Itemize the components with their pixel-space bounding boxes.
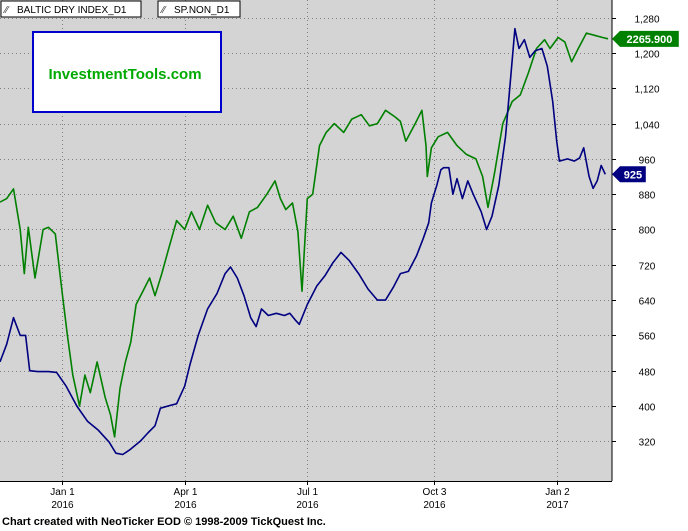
legend-label-baltic: BALTIC DRY INDEX_D1	[17, 5, 127, 16]
series-lines	[0, 27, 609, 456]
x-tick-label: Jan 1	[50, 487, 75, 498]
y-tick-label: 640	[639, 297, 656, 308]
x-tick-year-label: 2016	[296, 500, 319, 511]
last-value-badge: 2265.900	[612, 30, 679, 47]
y-axis: 320 400 480 560 640 720 800 880 960 1,040 1,120 1,2…	[612, 15, 660, 449]
x-tick-year-label: 2016	[51, 500, 74, 511]
y-tick-label: 720	[639, 262, 656, 273]
x-tick-year-label: 2016	[423, 500, 446, 511]
legend-item-sp[interactable]: ⁄⁄ SP.NON_D1	[157, 0, 241, 18]
x-tick-year-label: 2016	[174, 500, 197, 511]
y-tick-label: 480	[639, 368, 656, 379]
legend-label-sp: SP.NON_D1	[174, 5, 230, 16]
y-tick-label: 400	[639, 403, 656, 414]
y-tick-label: 800	[639, 226, 656, 237]
y-tick-label: 960	[639, 156, 656, 167]
last-value-badges: 2265.900 925	[612, 30, 679, 183]
logo-text: InvestmentTools.com	[48, 66, 201, 83]
badge-shape	[612, 30, 679, 47]
legend: ⁄⁄ BALTIC DRY INDEX_D1 ⁄⁄ SP.NON_D1	[0, 0, 241, 18]
x-axis: Jan 1 2016 Apr 1 2016 Jul 1 2016 Oct 3 2016 Jan …	[50, 481, 570, 511]
x-tick-year-label: 2017	[546, 500, 569, 511]
y-tick-label: 1,280	[634, 15, 659, 26]
y-tick-label: 1,200	[634, 50, 659, 61]
line-series-icon: ⁄⁄	[2, 5, 10, 16]
y-tick-label: 320	[639, 438, 656, 449]
x-tick-label: Jan 2	[545, 487, 570, 498]
x-tick-label: Oct 3	[423, 487, 447, 498]
x-tick-label: Apr 1	[174, 487, 198, 498]
y-tick-label: 1,040	[634, 121, 659, 132]
line-series-icon: ⁄⁄	[159, 5, 167, 16]
footer-credit: Chart created with NeoTicker EOD © 1998-…	[2, 516, 326, 528]
series-line-baltic-dry-index-d1	[0, 27, 607, 456]
badge-shape	[612, 166, 646, 183]
y-tick-label: 560	[639, 332, 656, 343]
legend-item-baltic[interactable]: ⁄⁄ BALTIC DRY INDEX_D1	[0, 0, 142, 18]
series-line-sp-non-d1	[0, 32, 609, 438]
badge-value: 925	[624, 169, 642, 181]
x-tick-label: Jul 1	[297, 487, 319, 498]
last-value-badge: 925	[612, 166, 646, 183]
logo: InvestmentTools.com	[32, 31, 222, 113]
y-tick-label: 880	[639, 191, 656, 202]
logo-box	[32, 31, 222, 113]
badge-value: 2265.900	[626, 34, 672, 46]
y-tick-label: 1,120	[634, 85, 659, 96]
